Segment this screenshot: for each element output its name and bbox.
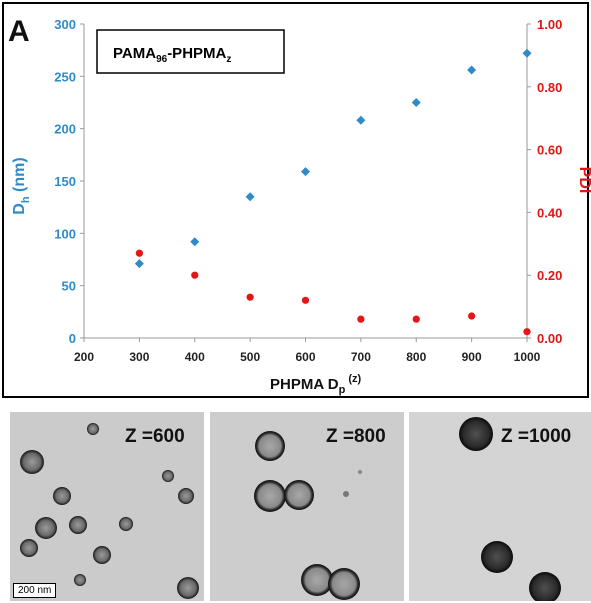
y-left-tick-label: 150: [54, 174, 76, 189]
x-tick-label: 600: [295, 350, 315, 364]
y-left-tick-label: 300: [54, 17, 76, 32]
pdi-point: [468, 312, 476, 320]
pdi-point: [523, 328, 531, 336]
y-left-tick-label: 250: [54, 69, 76, 84]
dh-point: [411, 98, 421, 107]
scale-bar: 200 nm: [13, 583, 57, 598]
dh-point: [467, 65, 477, 75]
z-label-1000: Z =1000: [501, 426, 572, 447]
scale-bar-label: 200 nm: [18, 585, 52, 596]
dh-point: [301, 167, 310, 177]
dh-point: [356, 115, 366, 125]
tem-micrograph-z800: [210, 412, 404, 601]
y-right-tick-label: 0.00: [537, 331, 562, 346]
tem-image-z600: Z =600: [10, 412, 204, 601]
pdi-point: [357, 315, 365, 323]
y-left-tick-label: 50: [62, 279, 76, 294]
x-tick-label: 300: [129, 350, 149, 364]
y-right-tick-label: 0.20: [537, 268, 562, 283]
x-tick-label: 700: [351, 350, 371, 364]
tem-micrograph-z1000: [409, 412, 591, 601]
y-right-tick-label: 0.80: [537, 80, 562, 95]
x-tick-label: 500: [240, 350, 260, 364]
y-axis-left-label: Dh (nm): [11, 157, 32, 214]
dh-point: [245, 192, 255, 202]
legend-box: [96, 29, 285, 74]
tem-micrograph-z600: [10, 412, 204, 601]
x-axis-label: PHPMA Dp(z): [270, 373, 362, 396]
x-tick-label: 400: [185, 350, 205, 364]
panel-a: A PAMA96-PHPMAz 200 300 400 500 600 700 800 900…: [2, 2, 591, 398]
x-tick-label: 1000: [514, 350, 541, 364]
y-left-tick-label: 0: [69, 331, 76, 346]
tem-image-z1000: Z =1000: [409, 412, 591, 601]
pdi-point: [246, 293, 254, 301]
dh-point: [522, 48, 532, 58]
pdi-point: [135, 249, 143, 257]
z-label-600: Z =600: [125, 426, 185, 447]
scatter-chart: A PAMA96-PHPMAz 200 300 400 500 600 700 800 900…: [2, 2, 591, 398]
dh-point: [134, 259, 144, 269]
panel-letter-a: A: [8, 15, 30, 48]
x-tick-label: 200: [74, 350, 94, 364]
y-left-tick-label: 200: [54, 122, 76, 137]
pdi-point: [301, 296, 310, 304]
pdi-point: [191, 271, 199, 279]
pdi-point: [412, 315, 420, 323]
x-tick-label: 800: [406, 350, 426, 364]
y-axis-right-label: PDI: [576, 167, 591, 194]
y-left-tick-label: 100: [54, 226, 76, 241]
y-right-tick-label: 0.60: [537, 143, 562, 158]
y-right-tick-label: 0.40: [537, 205, 562, 220]
z-label-800: Z =800: [326, 426, 386, 447]
y-right-tick-label: 1.00: [537, 17, 562, 32]
x-tick-label: 900: [462, 350, 482, 364]
legend-box-text: PAMA96-PHPMAz: [113, 45, 231, 65]
dh-point: [190, 237, 200, 247]
tem-image-z800: Z =800: [210, 412, 404, 601]
